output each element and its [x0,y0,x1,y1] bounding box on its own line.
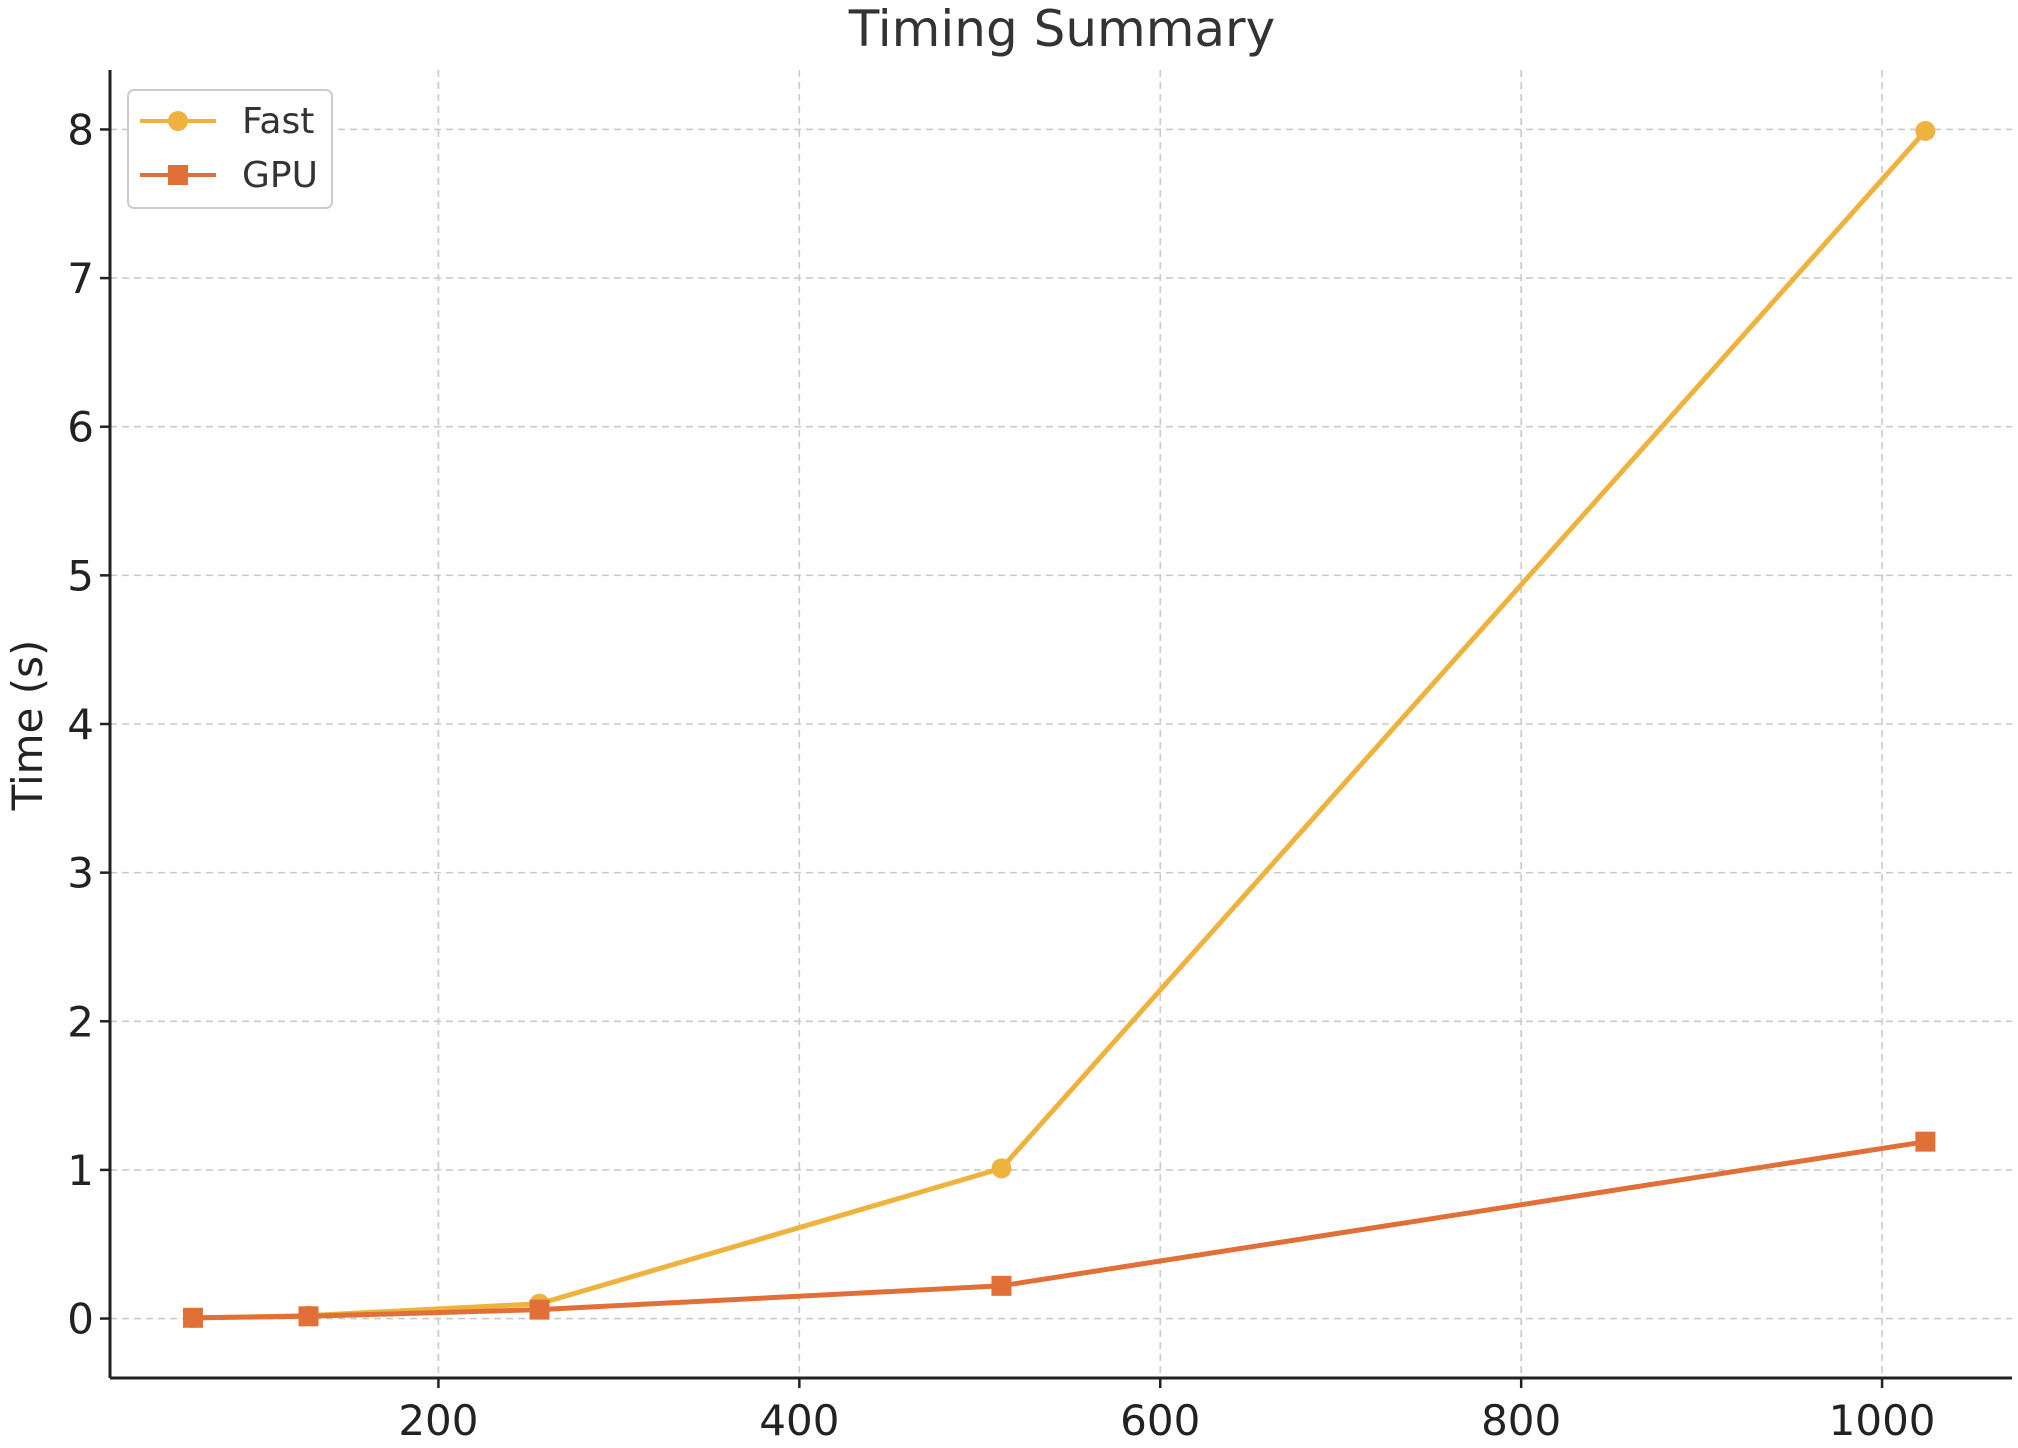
legend-label-gpu: GPU [242,155,318,196]
grid-lines [110,70,2012,1378]
y-tick-label: 3 [67,849,94,898]
chart-title: Timing Summary [848,0,1275,58]
data-point-fast [1915,120,1936,141]
y-tick-label: 4 [67,700,94,749]
y-axis-label: Time (s) [3,640,52,812]
y-tick-label: 8 [67,105,94,154]
legend: Fast GPU [127,89,333,209]
y-tick-label: 1 [67,1146,94,1195]
x-tick-label: 600 [1120,1396,1200,1445]
x-tick-label: 400 [759,1396,839,1445]
legend-marker-fast [168,111,188,131]
series-layer [183,120,1936,1328]
x-tick-label: 200 [398,1396,478,1445]
data-point-gpu [1915,1131,1936,1152]
data-point-gpu [298,1306,319,1327]
y-tick-label: 0 [67,1295,94,1344]
series-line-gpu [192,1139,1926,1321]
y-tick-label: 6 [67,403,94,452]
legend-label-fast: Fast [242,101,314,142]
axes: 200 400 600 800 1000 0 1 2 3 4 5 6 7 8 [67,70,2012,1445]
y-tick-label: 7 [67,254,94,303]
data-point-fast [991,1158,1012,1179]
y-tick-label: 5 [67,551,94,600]
data-point-gpu [529,1299,550,1320]
legend-marker-gpu [168,165,188,185]
y-tick-label: 2 [67,997,94,1046]
data-point-gpu [991,1275,1012,1296]
data-point-gpu [183,1307,204,1328]
x-tick-label: 1000 [1829,1396,1936,1445]
x-tick-label: 800 [1481,1396,1561,1445]
